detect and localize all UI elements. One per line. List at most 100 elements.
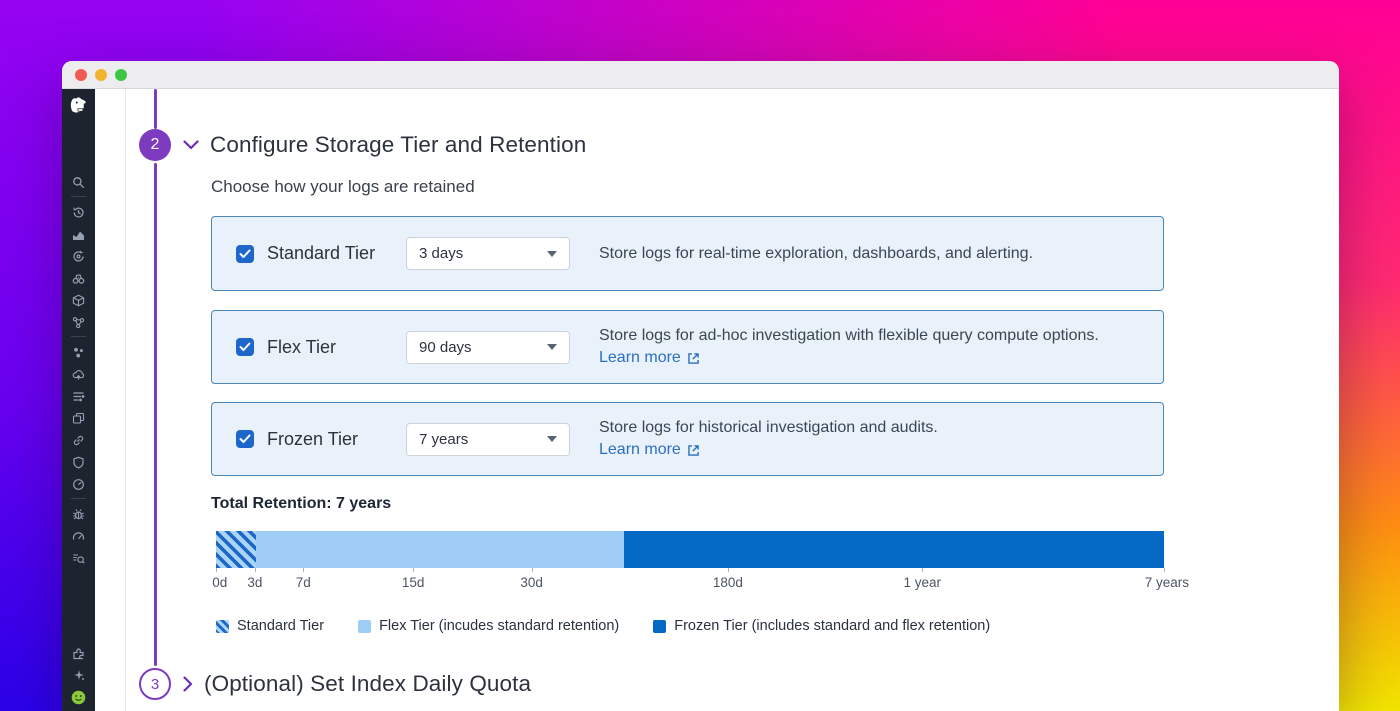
window-titlebar [62, 61, 1339, 89]
step-3-title: (Optional) Set Index Daily Quota [204, 671, 532, 696]
standard-tier-duration-select[interactable]: 3 days [406, 237, 570, 270]
frozen-tier-description: Store logs for historical investigation … [599, 417, 1139, 461]
app-sidebar [62, 89, 95, 711]
axis-label-180d: 180d [712, 575, 743, 590]
axis-label-3d: 3d [247, 575, 263, 590]
flex-tier-duration-value: 90 days [419, 338, 472, 356]
history-icon[interactable] [72, 201, 85, 223]
integrations-link-icon[interactable] [72, 429, 85, 451]
standard-tier-label: Standard Tier [267, 243, 376, 263]
axis-tick [727, 568, 729, 572]
axis-label-7-years: 7 years [1144, 575, 1189, 590]
main-content: 2 Configure Storage Tier and Retention C… [95, 89, 1339, 711]
wizard-connector-line [154, 163, 157, 666]
legend-label-frozen: Frozen Tier (includes standard and flex … [674, 618, 991, 634]
retention-legend: Standard Tier Flex Tier (incudes standar… [216, 618, 990, 634]
step-2-subtitle: Choose how your logs are retained [211, 177, 475, 196]
cloud-icon[interactable] [72, 363, 85, 385]
frozen-tier-segment [623, 531, 1164, 568]
flex-tier-label: Flex Tier [267, 336, 337, 357]
frozen-tier-duration-select[interactable]: 7 years [406, 422, 570, 456]
step-2-number: 2 [150, 136, 160, 153]
frozen-tier-card: Frozen Tier 7 years Store logs for histo… [211, 402, 1164, 476]
standard-tier-swatch [216, 619, 229, 633]
window-body: 2 Configure Storage Tier and Retention C… [62, 89, 1339, 711]
close-window-button[interactable] [75, 68, 87, 81]
datadog-logo[interactable] [68, 94, 89, 116]
processes-icon[interactable] [72, 341, 85, 363]
flex-tier-swatch [358, 619, 372, 633]
legend-item-frozen: Frozen Tier (includes standard and flex … [653, 618, 990, 634]
axis-label-1-year: 1 year [903, 575, 942, 590]
apm-binoculars-icon[interactable] [72, 267, 85, 289]
frozen-tier-duration-value: 7 years [419, 430, 469, 448]
standard-tier-checkbox[interactable] [236, 244, 254, 263]
chevron-down-icon [547, 436, 557, 442]
chevron-down-icon [547, 250, 557, 257]
legend-item-standard: Standard Tier [216, 618, 324, 634]
network-icon[interactable] [72, 311, 85, 333]
legend-label-flex: Flex Tier (incudes standard retention) [379, 618, 620, 634]
sidebar-divider [71, 196, 86, 197]
standard-tier-duration-value: 3 days [419, 245, 464, 262]
app-window: 2 Configure Storage Tier and Retention C… [62, 61, 1339, 711]
bits-ai-icon[interactable] [71, 686, 86, 708]
flex-tier-segment [216, 531, 624, 568]
sidebar-divider [71, 498, 86, 499]
sparkle-icon[interactable] [73, 664, 85, 686]
axis-label-30d: 30d [520, 575, 543, 590]
flex-tier-description: Store logs for ad-hoc investigation with… [599, 325, 1139, 369]
panel-divider [125, 89, 126, 711]
infrastructure-cube-icon[interactable] [72, 289, 85, 311]
flex-tier-card: Flex Tier 90 days Store logs for ad-hoc … [211, 310, 1164, 384]
apps-icon[interactable] [72, 407, 85, 429]
retention-bar [216, 531, 1164, 568]
axis-tick [303, 568, 305, 572]
axis-tick [531, 568, 533, 572]
search-icon[interactable] [72, 171, 85, 193]
step-3-badge: 3 [139, 668, 171, 700]
chevron-down-icon [547, 344, 557, 350]
legend-item-flex: Flex Tier (incudes standard retention) [358, 618, 619, 634]
axis-label-7d: 7d [295, 575, 311, 590]
security-shield-icon[interactable] [72, 451, 85, 473]
axis-tick [922, 568, 924, 572]
flex-tier-learn-more-link[interactable]: Learn more [599, 347, 700, 369]
retention-timeline-chart: 0d 3d 7d 15d 30d 180d 1 year 7 years [212, 531, 1189, 601]
total-retention-label: Total Retention: 7 years [211, 495, 392, 512]
external-link-icon [688, 352, 699, 364]
flex-tier-description-text: Store logs for ad-hoc investigation with… [599, 327, 1099, 344]
zoom-window-button[interactable] [115, 68, 127, 81]
chevron-down-icon [183, 140, 199, 150]
frozen-tier-swatch [653, 619, 667, 633]
frozen-tier-label: Frozen Tier [267, 428, 359, 449]
bug-icon[interactable] [72, 503, 85, 525]
flex-tier-duration-select[interactable]: 90 days [406, 330, 570, 364]
axis-label-15d: 15d [401, 575, 425, 590]
step-3-header[interactable]: (Optional) Set Index Daily Quota [183, 668, 531, 700]
frozen-tier-learn-more-link[interactable]: Learn more [599, 439, 700, 461]
logs-pipeline-icon[interactable] [72, 385, 85, 407]
external-link-icon [688, 444, 699, 456]
frozen-tier-description-text: Store logs for historical investigation … [599, 419, 938, 436]
minimize-window-button[interactable] [95, 68, 107, 81]
synthetics-speed-icon[interactable] [72, 525, 85, 547]
legend-label-standard: Standard Tier [237, 618, 325, 634]
standard-tier-card: Standard Tier 3 days Store logs for real… [211, 216, 1164, 291]
axis-label-0d: 0d [212, 575, 228, 590]
step-2-badge: 2 [139, 129, 171, 161]
frozen-tier-checkbox[interactable] [236, 430, 254, 448]
axis-tick [413, 568, 415, 572]
watchdog-icon[interactable] [72, 245, 85, 267]
monitors-gauge-icon[interactable] [72, 473, 85, 495]
axis-tick [1164, 568, 1165, 572]
axis-tick [216, 568, 217, 572]
plugins-icon[interactable] [72, 642, 85, 664]
axis-tick [254, 568, 256, 572]
metrics-icon[interactable] [72, 223, 85, 245]
standard-tier-segment [216, 531, 256, 568]
log-search-icon[interactable] [72, 547, 85, 569]
chevron-right-icon [183, 676, 193, 692]
flex-tier-checkbox[interactable] [236, 338, 254, 356]
step-2-header[interactable]: Configure Storage Tier and Retention [183, 129, 586, 161]
